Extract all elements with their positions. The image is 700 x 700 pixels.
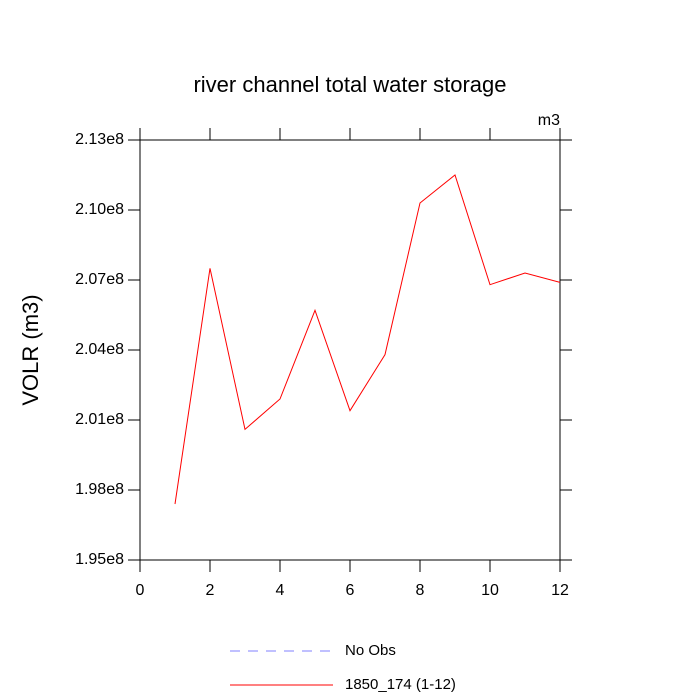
- chart-title: river channel total water storage: [193, 72, 506, 97]
- y-tick-label: 2.10e8: [75, 201, 124, 218]
- y-axis-label: VOLR (m3): [18, 294, 43, 405]
- x-tick-label: 10: [481, 582, 499, 599]
- x-tick-label: 2: [206, 582, 215, 599]
- plot-frame: [139, 139, 561, 561]
- legend-label: 1850_174 (1-12): [345, 676, 456, 693]
- x-tick-label: 12: [551, 582, 569, 599]
- x-tick-label: 6: [346, 582, 355, 599]
- units-label: m3: [538, 112, 560, 129]
- x-tick-label: 4: [276, 582, 285, 599]
- y-tick-label: 1.98e8: [75, 481, 124, 498]
- x-tick-label: 0: [136, 582, 145, 599]
- x-tick-label: 8: [416, 582, 425, 599]
- y-tick-label: 2.13e8: [75, 131, 124, 148]
- y-tick-label: 2.04e8: [75, 341, 124, 358]
- y-tick-label: 1.95e8: [75, 551, 124, 568]
- y-tick-label: 2.07e8: [75, 271, 124, 288]
- y-tick-label: 2.01e8: [75, 411, 124, 428]
- legend-label: No Obs: [345, 642, 396, 659]
- data-line: [174, 174, 561, 505]
